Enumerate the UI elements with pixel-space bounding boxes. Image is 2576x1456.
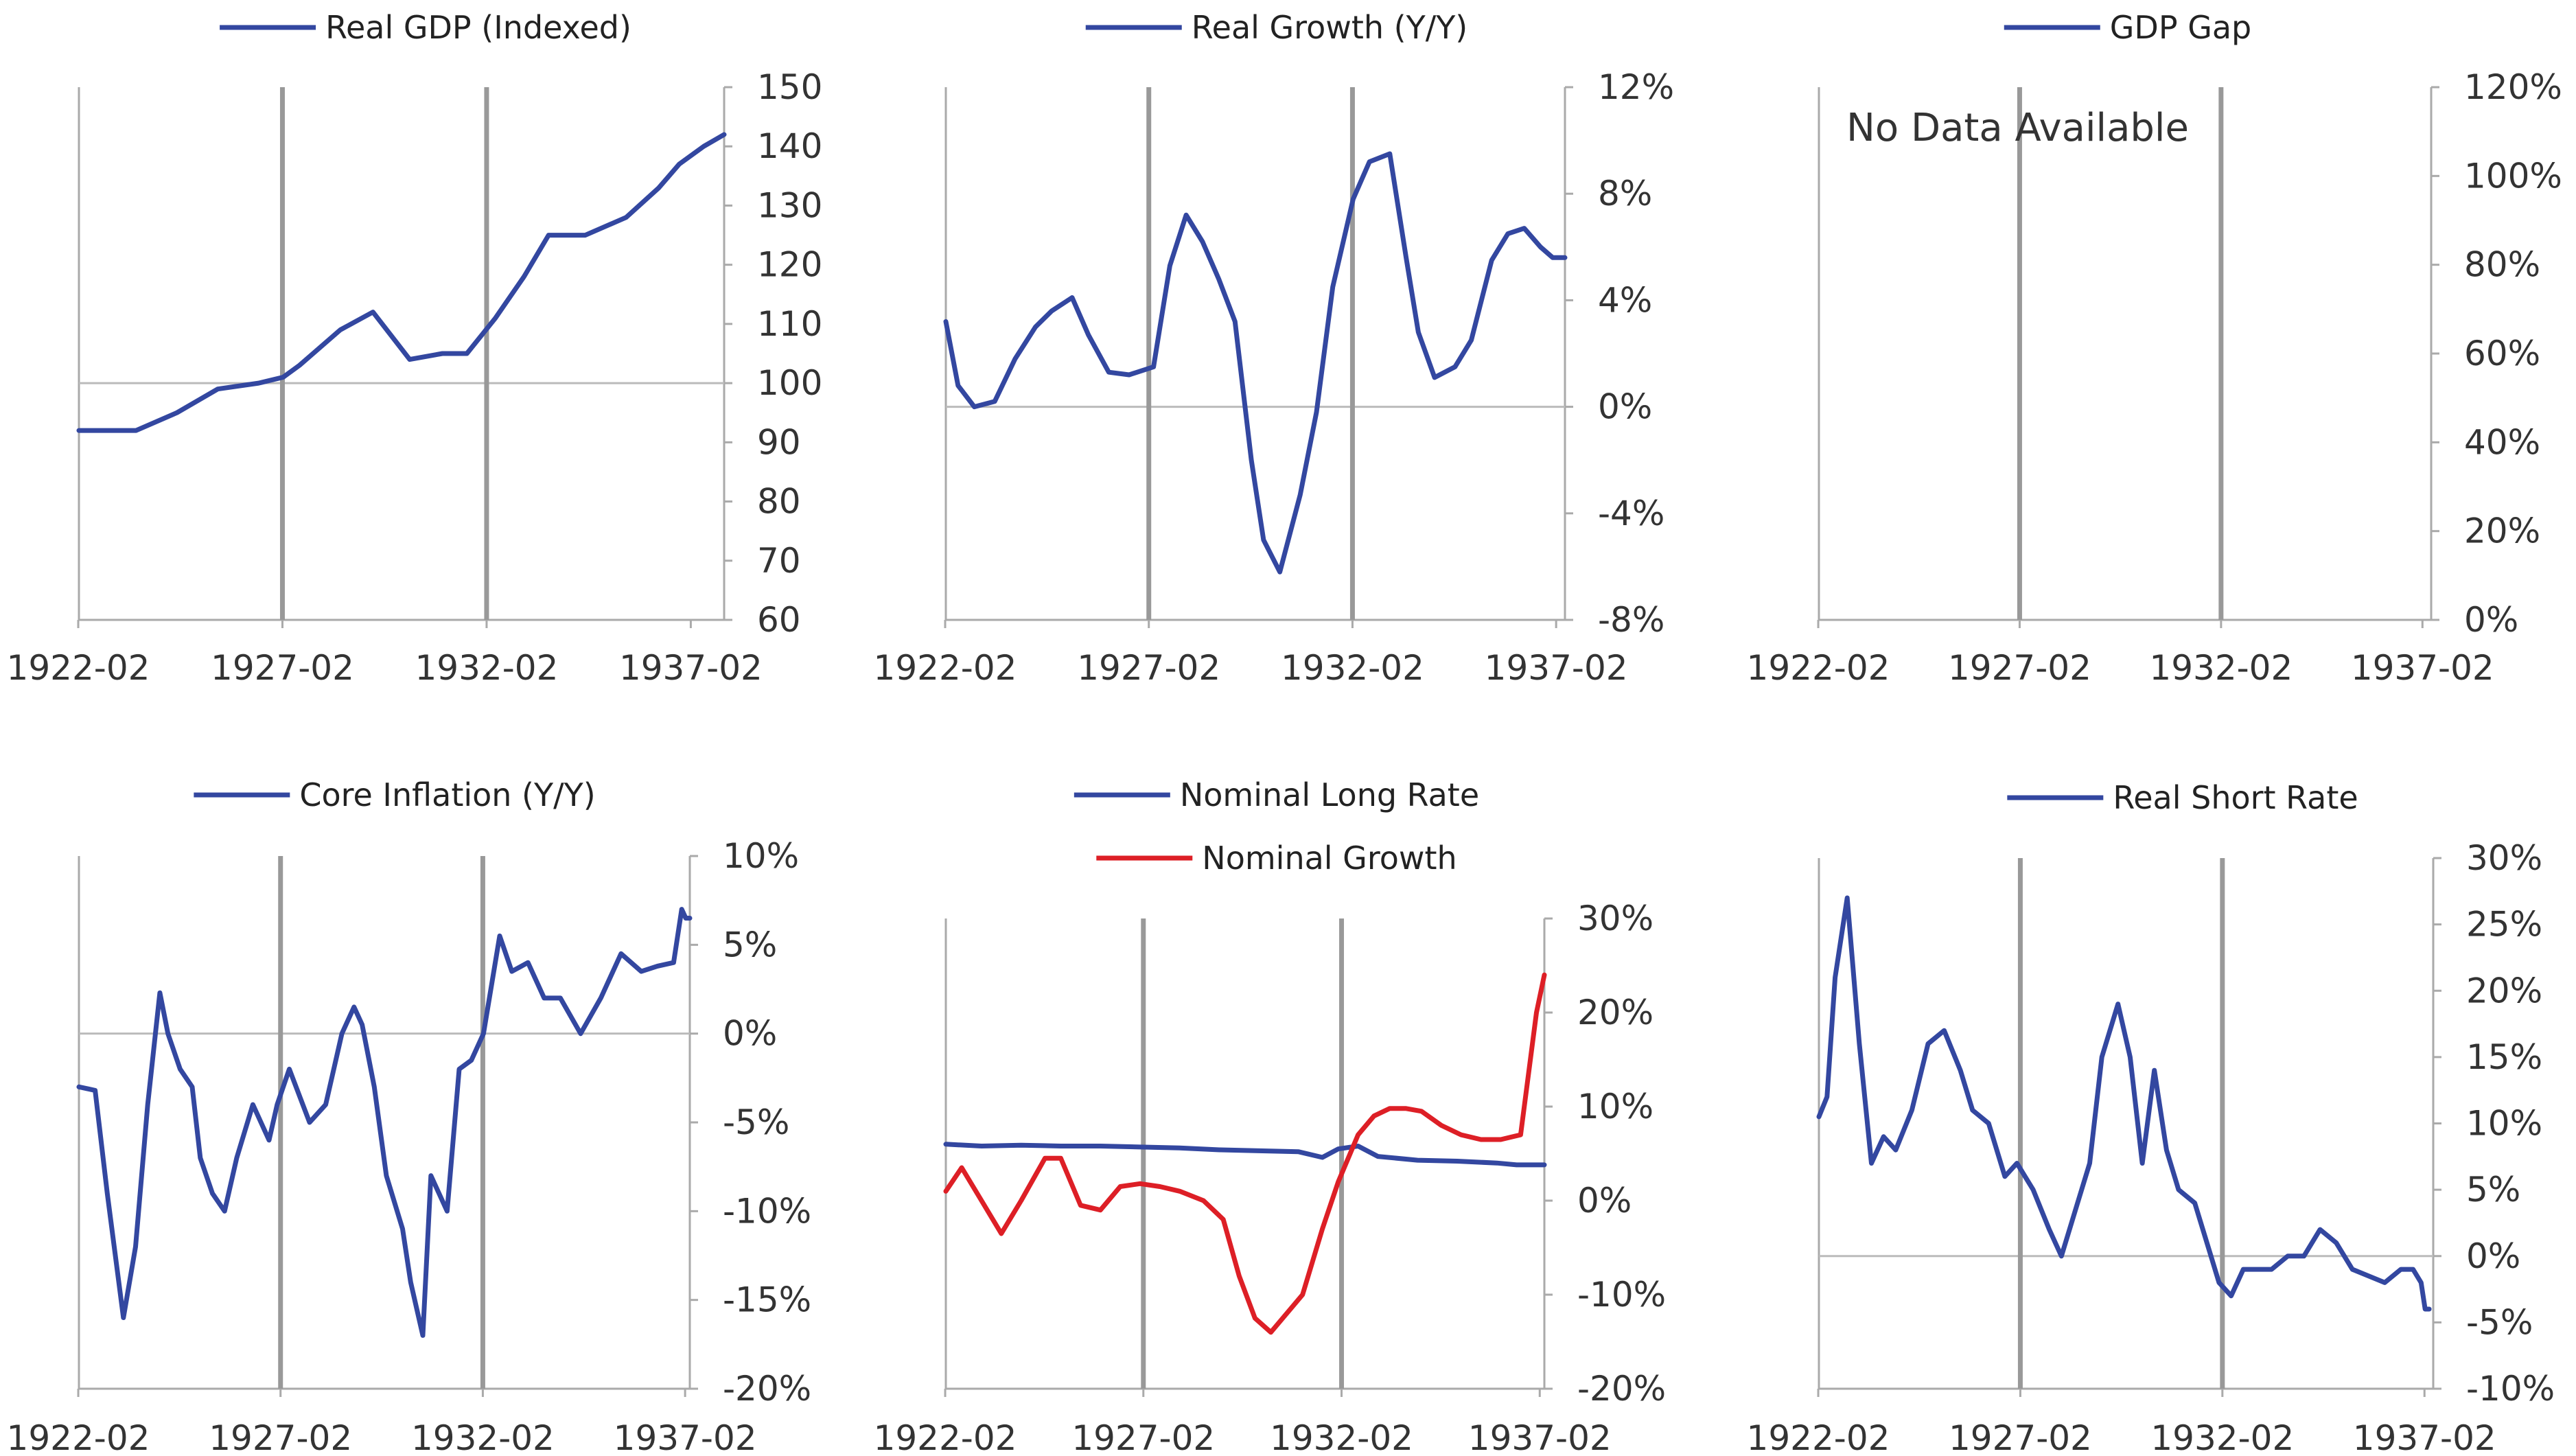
legend-label: Real GDP (Indexed) (325, 9, 631, 46)
y-tick-label: 8% (1598, 174, 1652, 213)
chart-4: -20% -15% -10% -5% 0% 5% 10% 1922-02 1927-02 1932… (7, 776, 812, 1456)
y-tick-label: 70 (757, 541, 801, 581)
x-tick-label: 1937-02 (2351, 648, 2494, 688)
x-tick-label: 1932-02 (1281, 648, 1424, 688)
y-tick-label: 60% (2464, 334, 2540, 373)
y-tick-label: 4% (1598, 280, 1652, 320)
y-tick-label: 40% (2464, 422, 2540, 462)
y-tick-label: 0% (1577, 1181, 1632, 1221)
y-tick-label: -10% (2466, 1369, 2555, 1409)
legend-label: Real Short Rate (2113, 779, 2358, 816)
y-tick-label: -10% (723, 1191, 811, 1231)
x-tick-label: 1937-02 (2353, 1418, 2496, 1456)
y-tick-label: 5% (2466, 1170, 2520, 1210)
y-tick-label: 30% (2466, 838, 2542, 878)
y-tick-label: 80% (2464, 245, 2540, 285)
series-line-2 (943, 972, 1547, 1335)
series-line-1 (76, 907, 693, 1338)
series-line-1 (943, 1142, 1547, 1168)
series-line-1 (76, 132, 727, 433)
y-tick-label: -15% (723, 1280, 811, 1320)
y-tick-label: 5% (723, 925, 777, 964)
x-tick-label: 1927-02 (1949, 1418, 2092, 1456)
x-tick-label: 1932-02 (1270, 1418, 1413, 1456)
x-tick-label: 1922-02 (1747, 648, 1890, 688)
legend-label: Real Growth (Y/Y) (1192, 9, 1468, 46)
y-tick-label: 100 (757, 363, 822, 403)
y-tick-label: 60 (757, 600, 801, 640)
chart-6: -10% -5% 0% 5% 10% 15% 20% 25% 30% 1922-02 1927-02… (1747, 779, 2555, 1456)
x-tick-label: 1927-02 (1071, 1418, 1215, 1456)
x-tick-label: 1937-02 (614, 1418, 757, 1456)
y-tick-label: 90 (757, 422, 801, 462)
chart-2: -8% -4% 0% 4% 8% 12% 1922-02 1927-02 1932-02 1937… (874, 9, 1675, 688)
y-tick-label: 25% (2466, 905, 2542, 945)
legend-label: Core Inflation (Y/Y) (299, 776, 595, 813)
y-tick-label: 12% (1598, 67, 1674, 107)
y-tick-label: -8% (1598, 600, 1664, 640)
y-tick-label: 10% (723, 836, 799, 876)
y-tick-label: -5% (2466, 1302, 2533, 1342)
x-tick-label: 1932-02 (2149, 648, 2293, 688)
y-tick-label: 0% (723, 1014, 777, 1054)
x-tick-label: 1932-02 (411, 1418, 555, 1456)
x-tick-label: 1927-02 (1948, 648, 2091, 688)
y-tick-label: 140 (757, 126, 822, 166)
y-tick-label: 120 (757, 245, 822, 285)
y-tick-label: -5% (723, 1102, 789, 1142)
x-tick-label: 1927-02 (1077, 648, 1220, 688)
chart-3: 0% 20% 40% 60% 80% 100% 120% 1922-02 1927-02 1932… (1747, 9, 2562, 688)
y-tick-label: 130 (757, 185, 822, 225)
x-tick-label: 1922-02 (7, 648, 150, 688)
x-tick-label: 1922-02 (874, 1418, 1017, 1456)
y-tick-label: 110 (757, 304, 822, 344)
y-tick-label: -20% (723, 1369, 811, 1409)
legend-label: GDP Gap (2110, 9, 2251, 46)
x-tick-label: 1932-02 (2150, 1418, 2294, 1456)
y-tick-label: 150 (757, 67, 822, 107)
y-tick-label: 0% (2466, 1236, 2520, 1276)
y-tick-label: 100% (2464, 156, 2562, 196)
y-tick-label: 80 (757, 482, 801, 522)
y-tick-label: -10% (1577, 1275, 1666, 1315)
x-tick-label: 1932-02 (415, 648, 558, 688)
x-tick-label: 1922-02 (874, 648, 1017, 688)
y-tick-label: 20% (2464, 511, 2540, 551)
x-tick-label: 1922-02 (7, 1418, 150, 1456)
x-tick-label: 1927-02 (211, 648, 354, 688)
y-tick-label: 10% (1577, 1087, 1653, 1126)
chart-5: -20% -10% 0% 10% 20% 30% 1922-02 1927-02 1932-02… (874, 776, 1667, 1456)
y-tick-label: 30% (1577, 899, 1653, 938)
x-tick-label: 1937-02 (1468, 1418, 1612, 1456)
legend-label: Nominal Long Rate (1180, 776, 1479, 813)
y-tick-label: 120% (2464, 67, 2562, 107)
x-tick-label: 1927-02 (209, 1418, 352, 1456)
x-tick-label: 1922-02 (1747, 1418, 1890, 1456)
series-line-1 (943, 151, 1568, 575)
y-tick-label: -4% (1598, 494, 1664, 533)
x-tick-label: 1937-02 (619, 648, 763, 688)
x-tick-label: 1937-02 (1485, 648, 1628, 688)
no-data-text: No Data Available (1846, 106, 2189, 150)
y-tick-label: 0% (2464, 600, 2518, 640)
y-tick-label: 15% (2466, 1037, 2542, 1077)
y-tick-label: 10% (2466, 1104, 2542, 1144)
y-tick-label: 20% (2466, 971, 2542, 1010)
y-tick-label: 0% (1598, 387, 1652, 427)
y-tick-label: 20% (1577, 993, 1653, 1032)
chart-1: 60 70 80 90 100 110 120 130 140 150 1922-02 1927-02… (7, 9, 823, 688)
series-line-1 (1816, 895, 2432, 1312)
y-tick-label: -20% (1577, 1369, 1666, 1409)
legend-label: Nominal Growth (1202, 840, 1457, 877)
